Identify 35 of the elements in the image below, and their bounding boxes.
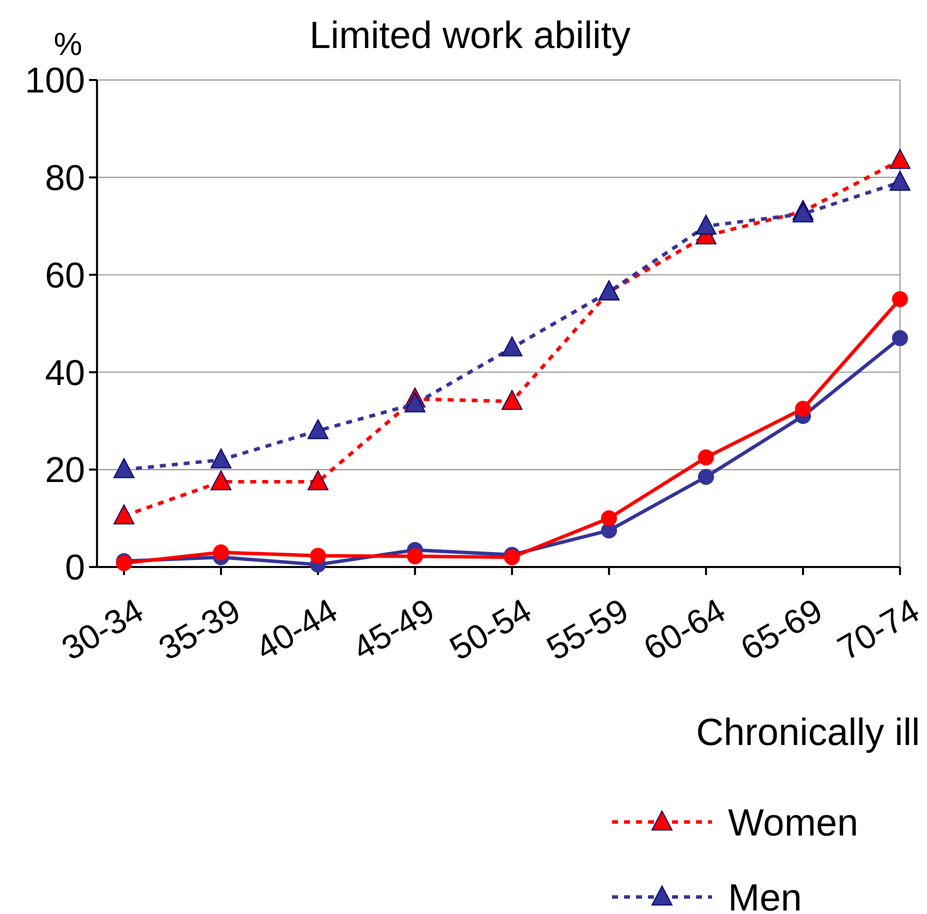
point bbox=[407, 548, 423, 564]
point bbox=[114, 458, 134, 478]
point bbox=[892, 330, 908, 346]
legend-label: Women bbox=[728, 802, 858, 844]
point bbox=[114, 504, 134, 524]
point bbox=[698, 468, 714, 485]
point bbox=[890, 148, 910, 169]
point bbox=[213, 544, 229, 560]
point bbox=[310, 548, 326, 564]
point bbox=[696, 214, 716, 235]
y-axis-title: % bbox=[54, 26, 82, 62]
legend-label: Men bbox=[728, 877, 802, 914]
y-tick-label: 20 bbox=[44, 449, 85, 490]
point bbox=[308, 419, 328, 440]
point bbox=[308, 470, 328, 490]
chart-title: Limited work ability bbox=[310, 15, 630, 57]
point bbox=[890, 170, 910, 191]
point bbox=[502, 390, 522, 410]
point bbox=[210, 448, 232, 468]
x-tick-label: 45-49 bbox=[346, 592, 441, 668]
point bbox=[210, 470, 232, 490]
x-tick-label: 40-44 bbox=[250, 592, 344, 668]
legend-title: Chronically ill bbox=[696, 712, 920, 754]
point bbox=[892, 291, 908, 308]
y-tick-label: 100 bbox=[24, 60, 85, 101]
y-tick-label: 0 bbox=[64, 546, 85, 588]
y-tick-label: 40 bbox=[44, 352, 85, 393]
y-tick-label: 60 bbox=[44, 254, 85, 296]
x-tick-label: 65-69 bbox=[734, 592, 829, 668]
point bbox=[698, 449, 714, 466]
point bbox=[601, 510, 617, 526]
point bbox=[502, 336, 522, 356]
y-tick-label: 80 bbox=[44, 157, 85, 198]
point bbox=[404, 392, 426, 412]
point bbox=[795, 400, 811, 417]
